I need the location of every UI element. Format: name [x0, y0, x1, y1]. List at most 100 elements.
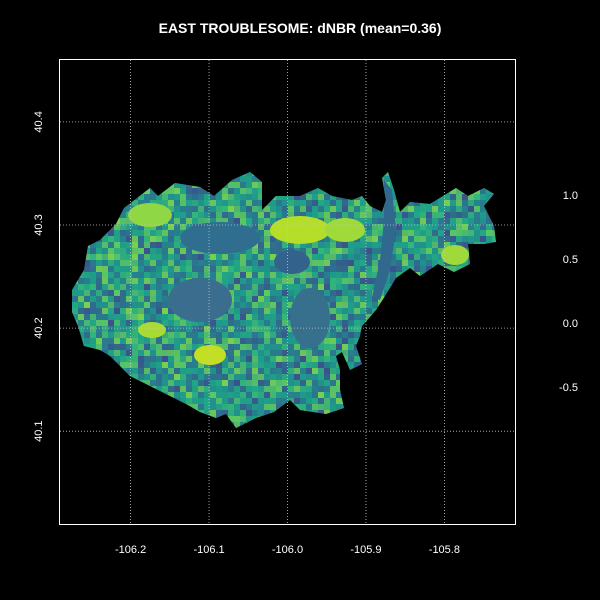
raster-cell — [84, 410, 90, 416]
raster-cell — [84, 422, 90, 428]
raster-cell — [372, 350, 378, 356]
raster-cell — [192, 248, 198, 254]
raster-cell — [174, 404, 180, 410]
raster-cell — [84, 254, 90, 260]
raster-cell — [426, 172, 432, 176]
raster-cell — [150, 266, 156, 272]
raster-cell — [84, 380, 90, 386]
raster-cell — [348, 188, 354, 194]
raster-cell — [318, 374, 324, 380]
raster-cell — [126, 266, 132, 272]
raster-cell — [234, 218, 240, 224]
raster-cell — [420, 212, 426, 218]
raster-cell — [222, 176, 228, 182]
raster-cell — [396, 392, 402, 398]
raster-cell — [84, 356, 90, 362]
raster-cell — [72, 320, 78, 326]
raster-cell — [156, 398, 162, 404]
raster-cell — [450, 212, 456, 218]
raster-cell — [438, 230, 444, 236]
raster-cell — [156, 380, 162, 386]
raster-cell — [474, 266, 480, 272]
raster-cell — [408, 386, 414, 392]
raster-cell — [408, 308, 414, 314]
raster-cell — [318, 416, 324, 422]
raster-cell — [384, 172, 390, 176]
raster-cell — [108, 188, 114, 194]
raster-cell — [384, 356, 390, 362]
raster-cell — [396, 236, 402, 242]
raster-cell — [384, 176, 390, 182]
raster-cell — [186, 392, 192, 398]
raster-cell — [198, 386, 204, 392]
raster-cell — [450, 362, 456, 368]
raster-cell — [264, 284, 270, 290]
raster-cell — [378, 410, 384, 416]
raster-cell — [462, 200, 468, 206]
raster-cell — [234, 200, 240, 206]
raster-cell — [216, 218, 222, 224]
raster-cell — [390, 386, 396, 392]
raster-cell — [78, 230, 84, 236]
raster-cell — [102, 374, 108, 380]
raster-cell — [270, 278, 276, 284]
raster-cell — [426, 386, 432, 392]
raster-cell — [270, 356, 276, 362]
raster-cell — [234, 266, 240, 272]
raster-cell — [288, 338, 294, 344]
raster-cell — [456, 272, 462, 278]
raster-cell — [126, 380, 132, 386]
raster-cell — [462, 422, 468, 428]
raster-cell — [126, 398, 132, 404]
raster-cell — [324, 392, 330, 398]
raster-cell — [378, 326, 384, 332]
raster-cell — [426, 212, 432, 218]
raster-cell — [306, 368, 312, 374]
raster-cell — [156, 386, 162, 392]
raster-cell — [132, 176, 138, 182]
raster-cell — [492, 290, 496, 296]
raster-cell — [468, 410, 474, 416]
raster-cell — [246, 326, 252, 332]
raster-cell — [72, 392, 78, 398]
raster-cell — [228, 278, 234, 284]
raster-cell — [432, 206, 438, 212]
raster-cell — [480, 392, 486, 398]
raster-cell — [384, 278, 390, 284]
raster-cell — [390, 374, 396, 380]
raster-cell — [288, 374, 294, 380]
raster-cell — [228, 172, 234, 176]
raster-cell — [480, 416, 486, 422]
raster-cell — [114, 182, 120, 188]
raster-cell — [210, 272, 216, 278]
raster-cell — [294, 416, 300, 422]
raster-cell — [480, 374, 486, 380]
raster-cell — [420, 242, 426, 248]
raster-cell — [336, 172, 342, 176]
raster-cell — [390, 194, 396, 200]
raster-cell — [450, 368, 456, 374]
raster-cell — [78, 290, 84, 296]
raster-cell — [168, 200, 174, 206]
raster-cell — [252, 380, 258, 386]
raster-cell — [96, 296, 102, 302]
raster-cell — [444, 362, 450, 368]
raster-cell — [216, 422, 222, 428]
raster-cell — [114, 308, 120, 314]
raster-cell — [318, 284, 324, 290]
raster-cell — [354, 284, 360, 290]
y-tick-label: 40.4 — [33, 111, 45, 132]
raster-cell — [162, 356, 168, 362]
raster-cell — [366, 172, 372, 176]
raster-cell — [354, 206, 360, 212]
raster-cell — [108, 398, 114, 404]
raster-cell — [450, 326, 456, 332]
raster-cell — [384, 320, 390, 326]
raster-cell — [330, 182, 336, 188]
raster-cell — [354, 212, 360, 218]
raster-cell — [174, 206, 180, 212]
raster-cell — [66, 392, 72, 398]
raster-cell — [150, 242, 156, 248]
raster-cell — [240, 362, 246, 368]
raster-cell — [456, 332, 462, 338]
